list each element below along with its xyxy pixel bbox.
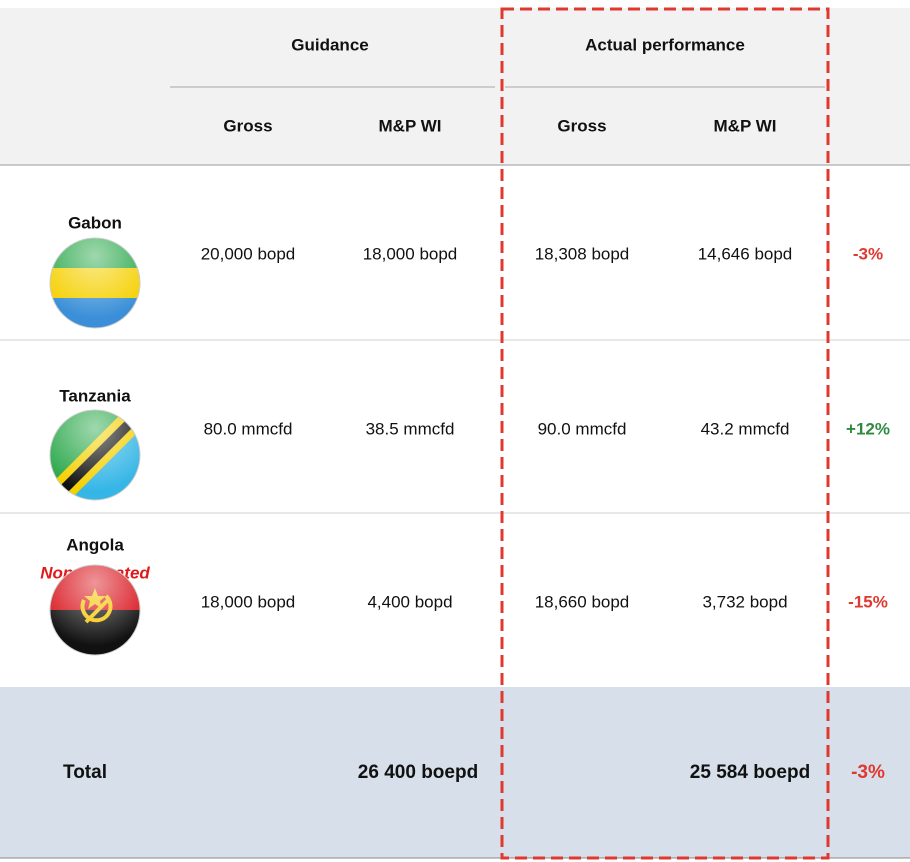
- country: Gabon: [68, 213, 122, 232]
- total-variance: -3%: [851, 762, 885, 783]
- flag-tanzania: [50, 410, 140, 500]
- flag-rim: [49, 564, 141, 656]
- highlight-frame: [500, 7, 830, 860]
- subheader: Gross: [557, 116, 606, 135]
- country: Angola: [66, 535, 124, 554]
- flag-gabon: [50, 238, 140, 328]
- subheader: Gross: [223, 116, 272, 135]
- cell: 4,400 bopd: [367, 592, 452, 611]
- flag-rim: [49, 409, 141, 501]
- group-header: Guidance: [291, 35, 368, 54]
- total-guidance: 26 400 boepd: [358, 762, 478, 783]
- cell: 20,000 bopd: [201, 244, 296, 263]
- cell: 18,000 bopd: [201, 592, 296, 611]
- flag-rim: [49, 237, 141, 329]
- cell: 14,646 bopd: [698, 244, 793, 263]
- total-label: Total: [63, 762, 107, 783]
- country: Tanzania: [59, 386, 131, 405]
- total-actual: 25 584 boepd: [690, 762, 810, 783]
- cell: 43.2 mmcfd: [701, 419, 790, 438]
- variance: -15%: [848, 592, 888, 611]
- cell: 3,732 bopd: [702, 592, 787, 611]
- cell: 18,660 bopd: [535, 592, 630, 611]
- cell: 38.5 mmcfd: [366, 419, 455, 438]
- variance: +12%: [846, 419, 890, 438]
- subheader: M&P WI: [714, 116, 777, 135]
- subheader: M&P WI: [379, 116, 442, 135]
- variance: -3%: [853, 244, 883, 263]
- total-bg: [0, 687, 910, 858]
- cell: 80.0 mmcfd: [204, 419, 293, 438]
- cell: 18,308 bopd: [535, 244, 630, 263]
- group-header: Actual performance: [585, 35, 745, 54]
- cell: 18,000 bopd: [363, 244, 458, 263]
- cell: 90.0 mmcfd: [538, 419, 627, 438]
